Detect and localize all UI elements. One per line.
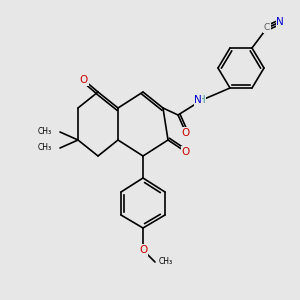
Text: O: O bbox=[182, 128, 190, 138]
Text: O: O bbox=[139, 245, 147, 255]
Text: CH₃: CH₃ bbox=[38, 143, 52, 152]
Text: O: O bbox=[182, 147, 190, 157]
Text: H: H bbox=[198, 95, 206, 105]
Text: O: O bbox=[80, 75, 88, 85]
Text: N: N bbox=[194, 95, 202, 105]
Text: C: C bbox=[264, 23, 270, 32]
Text: CH₃: CH₃ bbox=[159, 257, 173, 266]
Text: CH₃: CH₃ bbox=[38, 128, 52, 136]
Text: N: N bbox=[276, 17, 284, 27]
